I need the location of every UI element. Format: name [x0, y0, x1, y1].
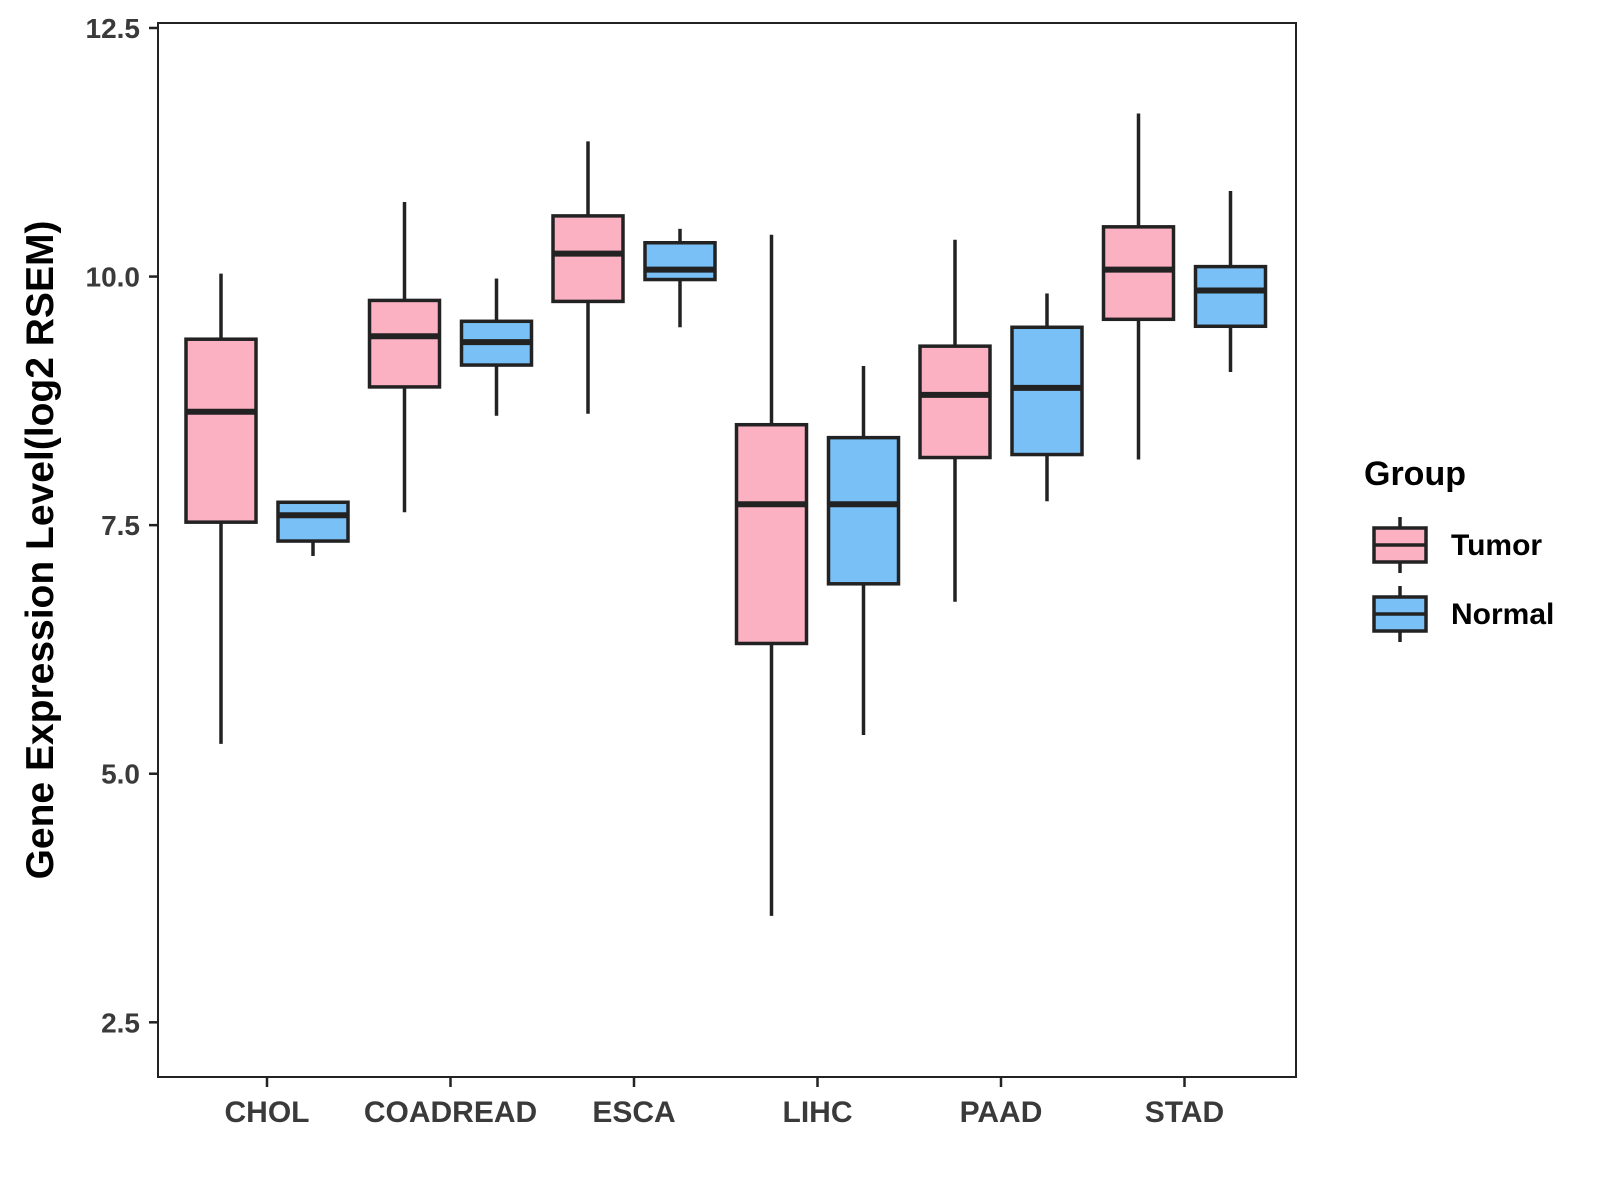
box-normal-chol: [276, 500, 350, 556]
box-body: [734, 422, 809, 646]
box-body: [276, 500, 350, 543]
plot-panel: [157, 22, 1297, 1078]
box-body: [826, 435, 901, 586]
legend-label-tumor: Tumor: [1451, 529, 1542, 562]
box-body: [1101, 225, 1176, 322]
box-body: [643, 240, 717, 282]
y-tick-label: 10.0: [86, 262, 141, 293]
box-tumor-paad: [918, 239, 992, 602]
box-tumor-coadread: [367, 201, 442, 513]
y-tick-label: 5.0: [101, 759, 140, 790]
box-normal-coadread: [459, 278, 534, 416]
box-body: [918, 344, 992, 460]
x-tick-label: PAAD: [960, 1096, 1043, 1129]
y-tick-label: 2.5: [101, 1007, 140, 1038]
box-body: [184, 337, 258, 524]
x-axis: CHOL COADREAD ESCA LIHC PAAD STAD: [225, 1077, 1224, 1129]
y-tick-label: 7.5: [101, 510, 140, 541]
legend-label-normal: Normal: [1451, 598, 1554, 631]
legend-title: Group: [1364, 455, 1466, 493]
box-tumor-stad: [1101, 113, 1176, 460]
box-normal-paad: [1010, 293, 1084, 502]
box-body: [551, 214, 625, 304]
box-tumor-lihc: [734, 234, 809, 916]
box-series: [184, 113, 1268, 916]
box-body: [367, 298, 442, 389]
box-tumor-esca: [551, 141, 625, 414]
x-tick-label: CHOL: [225, 1096, 310, 1129]
x-tick-label: STAD: [1145, 1096, 1224, 1129]
y-axis-title: Gene Expression Level(log2 RSEM): [19, 221, 62, 880]
y-tick-label: 12.5: [86, 13, 141, 44]
x-tick-label: LIHC: [783, 1096, 853, 1129]
legend: Group Tumor Normal: [1364, 455, 1554, 642]
y-axis: 2.5 5.0 7.5 10.0 12.5: [86, 13, 158, 1038]
box-body: [1193, 264, 1268, 329]
box-normal-lihc: [826, 366, 901, 735]
box-normal-stad: [1193, 191, 1268, 373]
box-tumor-chol: [184, 273, 258, 744]
x-tick-label: ESCA: [592, 1096, 675, 1129]
x-tick-label: COADREAD: [364, 1096, 537, 1129]
box-normal-esca: [643, 228, 717, 328]
legend-key-tumor: [1372, 517, 1428, 573]
legend-key-normal: [1372, 586, 1428, 642]
